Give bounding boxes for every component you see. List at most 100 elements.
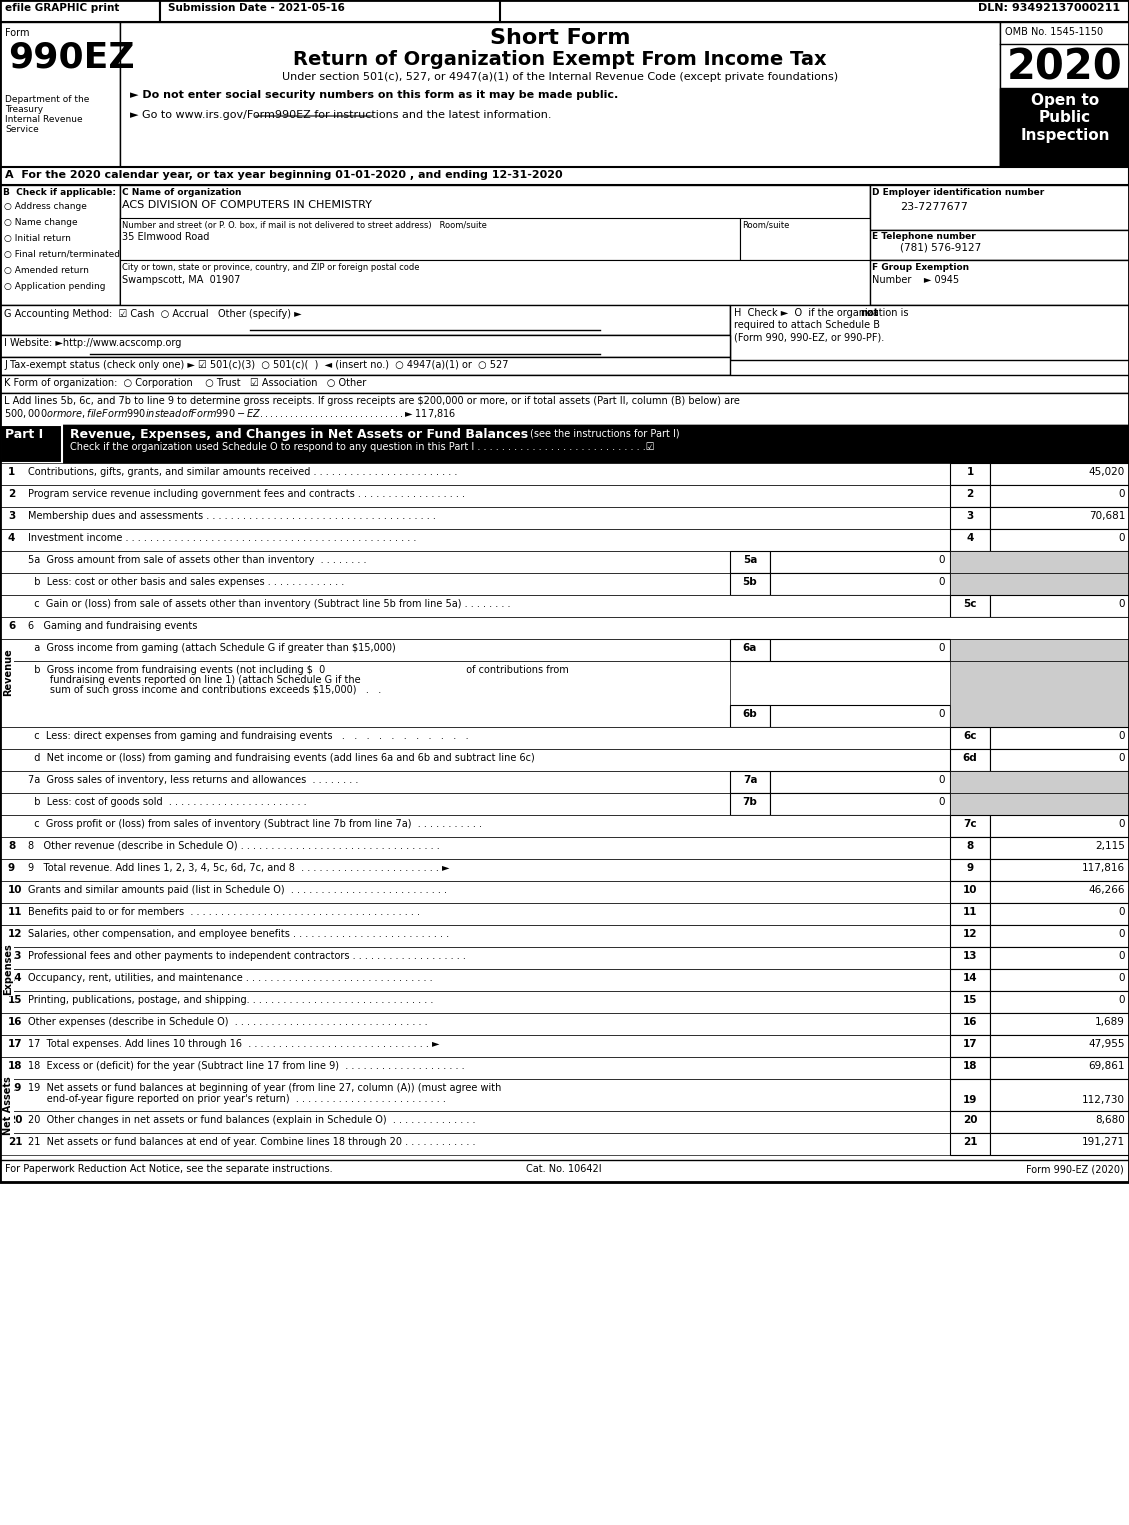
Bar <box>949 639 1129 660</box>
Text: 6a: 6a <box>743 644 758 653</box>
Bar <box>990 881 1129 903</box>
Bar <box>949 947 990 968</box>
Bar <box>949 573 1129 595</box>
Text: 2: 2 <box>966 490 973 499</box>
Text: 0: 0 <box>1119 753 1124 762</box>
Bar <box>990 464 1129 485</box>
Text: 2,115: 2,115 <box>1095 840 1124 851</box>
Bar <box>949 903 990 926</box>
Bar <box>949 1133 990 1154</box>
Bar <box>990 1133 1129 1154</box>
Text: L Add lines 5b, 6c, and 7b to line 9 to determine gross receipts. If gross recei: L Add lines 5b, 6c, and 7b to line 9 to … <box>5 396 739 406</box>
Text: 112,730: 112,730 <box>1082 1095 1124 1106</box>
Text: sum of such gross income and contributions exceeds $15,000)   .   .: sum of such gross income and contributio… <box>28 685 382 695</box>
Bar <box>0 814 949 837</box>
Text: 1: 1 <box>8 467 16 477</box>
Bar <box>949 551 1129 573</box>
Bar <box>0 425 62 464</box>
Text: Occupancy, rent, utilities, and maintenance . . . . . . . . . . . . . . . . . . : Occupancy, rent, utilities, and maintena… <box>28 973 432 984</box>
Text: Short Form: Short Form <box>490 27 630 47</box>
Bar <box>120 218 739 259</box>
Text: Revenue, Expenses, and Changes in Net Assets or Fund Balances: Revenue, Expenses, and Changes in Net As… <box>70 429 528 441</box>
Bar <box>730 551 770 573</box>
Bar <box>870 185 1129 230</box>
Bar <box>949 595 990 618</box>
Text: d  Net income or (loss) from gaming and fundraising events (add lines 6a and 6b : d Net income or (loss) from gaming and f… <box>28 753 535 762</box>
Text: ► Go to www.irs.gov/Form990EZ for instructions and the latest information.: ► Go to www.irs.gov/Form990EZ for instru… <box>130 110 551 120</box>
Text: 69,861: 69,861 <box>1088 1061 1124 1071</box>
Text: 5c: 5c <box>963 599 977 608</box>
Bar <box>0 393 1129 425</box>
Bar <box>0 595 949 618</box>
Bar <box>0 485 949 506</box>
Text: 0: 0 <box>938 576 945 587</box>
Text: 0: 0 <box>1119 490 1124 499</box>
Bar <box>949 1013 990 1035</box>
Bar <box>949 881 990 903</box>
Bar <box>0 1080 949 1112</box>
Text: c  Gain or (loss) from sale of assets other than inventory (Subtract line 5b fro: c Gain or (loss) from sale of assets oth… <box>28 599 510 608</box>
Text: 13: 13 <box>8 952 23 961</box>
Bar <box>0 618 1129 639</box>
Bar <box>0 375 1129 393</box>
Bar <box>990 595 1129 618</box>
Text: c  Less: direct expenses from gaming and fundraising events   .   .   .   .   . : c Less: direct expenses from gaming and … <box>28 730 469 741</box>
Text: 7c: 7c <box>963 819 977 830</box>
Bar <box>949 1112 990 1133</box>
Bar <box>990 903 1129 926</box>
Text: ○ Name change: ○ Name change <box>5 218 78 227</box>
Text: 1: 1 <box>966 467 973 477</box>
Text: 10: 10 <box>8 884 23 895</box>
Bar <box>949 464 990 485</box>
Bar <box>990 1013 1129 1035</box>
Bar <box>990 1057 1129 1080</box>
Text: Check if the organization used Schedule O to respond to any question in this Par: Check if the organization used Schedule … <box>70 442 655 451</box>
Text: efile GRAPHIC print: efile GRAPHIC print <box>5 3 120 14</box>
Text: 0: 0 <box>938 775 945 785</box>
Text: Room/suite: Room/suite <box>742 221 789 230</box>
Text: 0: 0 <box>938 709 945 718</box>
Bar <box>120 185 870 305</box>
Text: Return of Organization Exempt From Income Tax: Return of Organization Exempt From Incom… <box>294 50 826 69</box>
Text: 5b: 5b <box>743 576 758 587</box>
Text: 117,816: 117,816 <box>1082 863 1124 872</box>
Text: D Employer identification number: D Employer identification number <box>872 188 1044 197</box>
Bar <box>949 814 990 837</box>
Text: Swampscott, MA  01907: Swampscott, MA 01907 <box>122 274 240 285</box>
Text: Net Assets: Net Assets <box>3 1077 14 1136</box>
Text: 0: 0 <box>938 555 945 564</box>
Text: Printing, publications, postage, and shipping. . . . . . . . . . . . . . . . . .: Printing, publications, postage, and shi… <box>28 994 434 1005</box>
Bar <box>0 0 160 21</box>
Bar <box>0 305 730 336</box>
Bar <box>949 727 990 749</box>
Text: Submission Date - 2021-05-16: Submission Date - 2021-05-16 <box>168 3 344 14</box>
Text: H  Check ►  O  if the organization is: H Check ► O if the organization is <box>734 308 911 319</box>
Bar <box>0 1035 949 1057</box>
Text: Grants and similar amounts paid (list in Schedule O)  . . . . . . . . . . . . . : Grants and similar amounts paid (list in… <box>28 884 447 895</box>
Text: C Name of organization: C Name of organization <box>122 188 242 197</box>
Text: Part I: Part I <box>5 429 43 441</box>
Bar <box>949 772 1129 793</box>
Bar <box>730 573 770 595</box>
Text: 17  Total expenses. Add lines 10 through 16  . . . . . . . . . . . . . . . . . .: 17 Total expenses. Add lines 10 through … <box>28 1039 439 1049</box>
Text: 5a: 5a <box>743 555 758 564</box>
Text: Professional fees and other payments to independent contractors . . . . . . . . : Professional fees and other payments to … <box>28 952 466 961</box>
Bar <box>0 968 949 991</box>
Bar <box>870 259 1129 305</box>
Text: 6c: 6c <box>963 730 977 741</box>
Bar <box>949 859 990 881</box>
Text: Program service revenue including government fees and contracts . . . . . . . . : Program service revenue including govern… <box>28 490 465 499</box>
Text: K Form of organization:  ○ Corporation    ○ Trust   ☑ Association   ○ Other: K Form of organization: ○ Corporation ○ … <box>5 378 366 387</box>
Text: Number    ► 0945: Number ► 0945 <box>872 274 960 285</box>
Bar <box>949 926 990 947</box>
Text: ► Do not enter social security numbers on this form as it may be made public.: ► Do not enter social security numbers o… <box>130 90 619 101</box>
Text: Investment income . . . . . . . . . . . . . . . . . . . . . . . . . . . . . . . : Investment income . . . . . . . . . . . … <box>28 534 417 543</box>
Text: 0: 0 <box>1119 929 1124 939</box>
Bar <box>0 336 730 357</box>
Bar <box>770 705 949 727</box>
Text: Expenses: Expenses <box>3 942 14 994</box>
Text: 23-7277677: 23-7277677 <box>900 201 968 212</box>
Text: 4: 4 <box>8 534 16 543</box>
Text: For Paperwork Reduction Act Notice, see the separate instructions.: For Paperwork Reduction Act Notice, see … <box>5 1164 333 1174</box>
Text: 35 Elmwood Road: 35 Elmwood Road <box>122 232 209 242</box>
